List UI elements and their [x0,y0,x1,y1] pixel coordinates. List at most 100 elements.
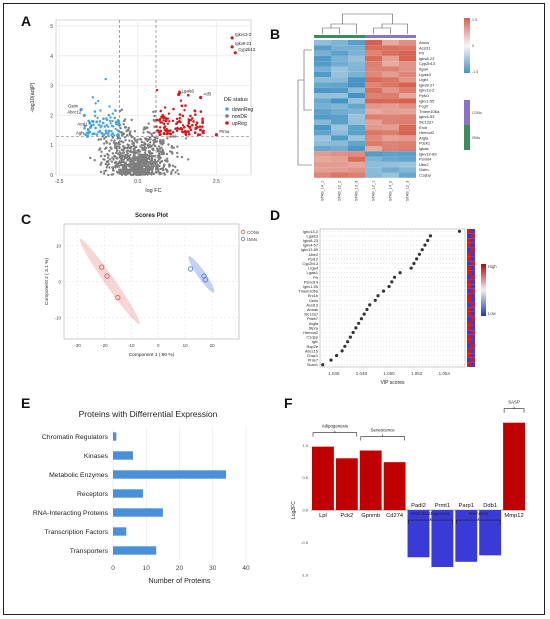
heatmap-cell [314,167,331,173]
volcano-point-up [161,114,165,117]
volcano-point-up [189,114,192,118]
volcano-point-down [93,110,97,113]
volcano-point [181,124,185,127]
volcano-point-up [184,129,187,133]
heatmap-cell [365,82,382,88]
vip-point [387,284,391,289]
volcano-point [138,156,141,159]
volcano-point [161,151,165,154]
volcano-point [146,130,150,134]
volcano-point-up [187,133,191,136]
volcano-point [118,161,122,165]
volcano-point [160,140,163,144]
volcano-point [145,126,148,129]
volcano-point [116,162,119,165]
volcano-point [132,148,136,152]
bar [383,462,406,511]
bar [113,489,143,498]
feature-label: Prdx7 [308,358,318,363]
volcano-point [154,160,157,164]
legend-swatch [225,107,229,111]
heatmap-cell [365,40,382,46]
category-label: Padi2 [411,503,426,509]
heatmap-cell [365,45,382,51]
volcano-point [132,161,135,164]
volcano-point [180,155,184,159]
volcano-point [122,165,126,168]
heatmap-cell [365,130,382,136]
x-axis-label: VIP scores [380,380,405,386]
heatmap-cell [399,140,416,146]
volcano-point-up [192,120,195,123]
row-label: Psmd4 [419,157,432,162]
volcano-point [120,163,123,166]
vip-heat-cell [467,348,471,354]
volcano-point [156,149,160,152]
volcano-point [152,147,155,150]
labeled-point [79,107,83,112]
heatmap-cell [382,124,399,131]
volcano-point [153,114,156,118]
volcano-point [122,123,125,126]
legend-swatch [225,121,229,125]
heatmap-cell [365,114,382,120]
x-tick-label: 1.050 [383,371,395,376]
feature-label: Atgfa [309,321,319,326]
volcano-point-up [159,121,162,124]
heatmap-cell [365,119,382,125]
volcano-point [165,160,168,163]
feature-label: Slc12a7 [304,312,318,317]
heatmap-cell [331,82,348,88]
x-tick-label: 2.5 [213,179,220,185]
heatmap-cell [331,114,348,120]
row-label: Acsl11 [419,45,431,50]
point-label: Lgals3 [182,89,195,94]
heatmap-cell [365,172,382,178]
heatmap-cell [399,77,416,83]
volcano-point [136,157,139,160]
volcano-point-up [195,125,199,129]
volcano-point [106,156,110,160]
category-label: Prmt1 [435,503,450,509]
volcano-point [138,164,141,168]
heatmap-cell [382,45,399,51]
volcano-point [123,118,127,121]
volcano-point [110,160,114,163]
y-tick-label: 2 [50,113,53,119]
x-tick-label: -30 [74,343,81,348]
volcano-point [122,148,125,151]
heatmap-cell [399,114,416,120]
volcano-point [116,149,119,152]
labeled-point [82,113,86,117]
volcano-point [103,137,106,140]
feature-label: Lgals3 [307,233,318,238]
volcano-point [129,145,133,148]
x-tick-label: 0.0 [134,179,141,185]
heatmap-cell [399,82,416,88]
heatmap-cell [348,98,365,104]
heatmap-cell [331,55,348,62]
volcano-point [97,138,100,141]
volcano-point [117,142,120,146]
y-tick-label: 1.0 [302,443,308,448]
volcano-point [170,146,173,149]
feature-label: Lgals1 [307,270,318,275]
heatmap-cell [348,108,365,115]
volcano-point [150,157,154,160]
y-tick-label: 3 [50,84,53,90]
feature-label: Psmd14 [304,279,319,284]
point-label: Igkv13-2 [235,32,252,37]
vip-heat-cell [471,233,475,239]
volcano-point [112,134,116,137]
volcano-point [130,118,133,122]
volcano-point [99,126,102,129]
volcano-point [171,152,174,155]
y-tick-label: 10 [56,244,62,249]
volcano-point [148,136,152,139]
y-tick-label: -1.0 [301,572,309,577]
volcano-point [133,136,136,140]
feature-label: C1qbp [307,335,318,340]
bar [431,510,454,567]
volcano-point [147,122,150,125]
volcano-point [163,106,167,109]
